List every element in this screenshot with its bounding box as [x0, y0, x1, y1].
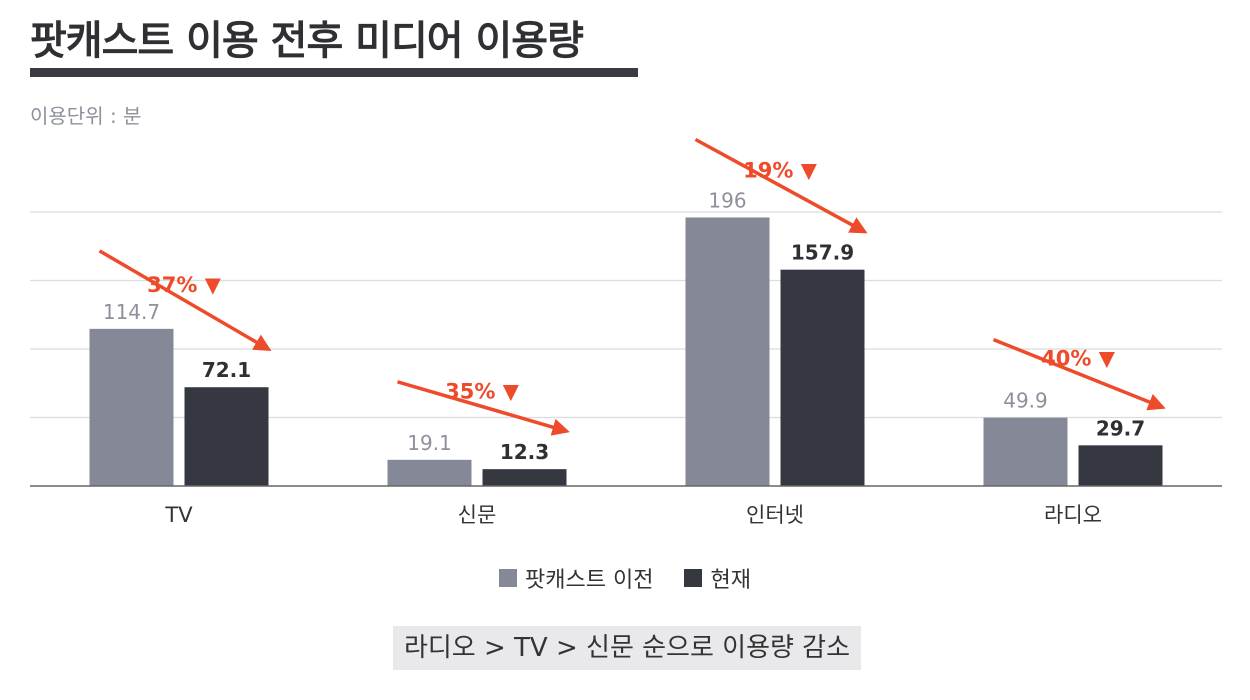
summary-box: 라디오 > TV > 신문 순으로 이용량 감소: [393, 626, 861, 670]
bar-after: [1078, 445, 1163, 486]
decrease-annotation: 40% ▼: [1041, 346, 1116, 370]
value-label-after: 157.9: [791, 241, 854, 265]
decrease-arrow: [397, 380, 570, 436]
decrease-annotation: 37% ▼: [147, 273, 222, 297]
unit-label: 이용단위 : 분: [30, 104, 142, 128]
bar-after: [780, 269, 865, 486]
decrease-arrow: [992, 338, 1166, 411]
legend-swatch-before: [499, 569, 518, 587]
decrease-annotation: 35% ▼: [445, 379, 520, 403]
title-underline: [30, 68, 638, 77]
bar-before: [89, 328, 174, 486]
bar-before: [387, 459, 472, 486]
value-label-after: 12.3: [500, 440, 549, 464]
value-label-before: 114.7: [103, 300, 160, 324]
bar-before: [983, 417, 1068, 486]
value-label-before: 49.9: [1003, 389, 1048, 413]
legend-label-after: 현재: [710, 568, 751, 593]
legend-swatch-after: [684, 569, 703, 587]
value-label-before: 19.1: [407, 431, 452, 455]
decrease-annotation: 19% ▼: [743, 159, 818, 183]
legend-item-before: 팟캐스트 이전: [499, 562, 653, 594]
value-label-after: 72.1: [202, 358, 251, 382]
category-label: 인터넷: [746, 503, 804, 527]
legend-item-after: 현재: [684, 562, 751, 594]
bar-after: [184, 387, 269, 486]
decrease-arrow: [694, 137, 868, 234]
category-label: TV: [164, 503, 193, 527]
category-label: 신문: [458, 503, 497, 527]
decrease-arrow: [98, 249, 272, 351]
value-label-after: 29.7: [1096, 416, 1145, 440]
bar-before: [685, 217, 770, 487]
chart-title: 팟캐스트 이용 전후 미디어 이용량: [30, 18, 584, 64]
category-label: 라디오: [1044, 503, 1102, 527]
legend-label-before: 팟캐스트 이전: [525, 568, 654, 593]
value-label-before: 196: [708, 188, 746, 212]
legend: 팟캐스트 이전 현재: [0, 562, 1250, 594]
bar-after: [482, 469, 567, 486]
